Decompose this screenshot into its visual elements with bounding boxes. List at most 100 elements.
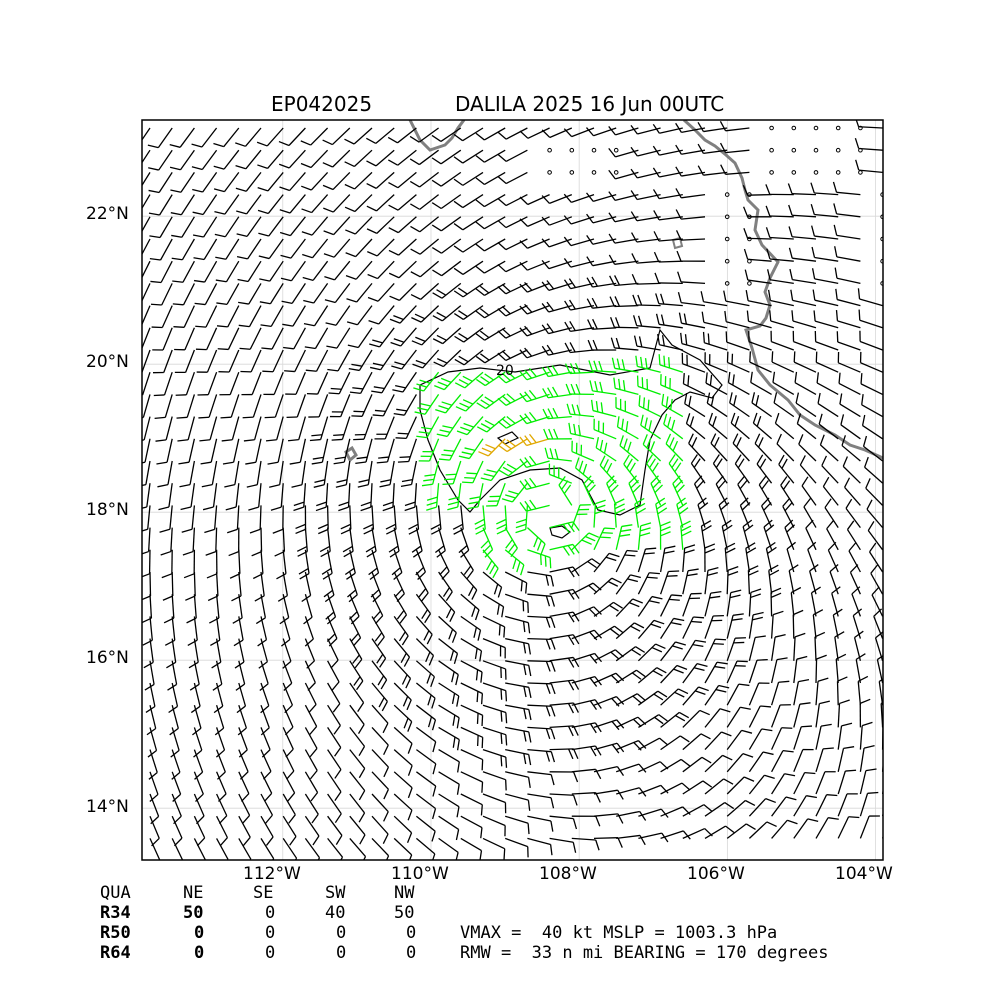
barb-staff [638,832,662,840]
barb-staff [815,817,829,839]
barb-feather [567,612,575,623]
barb-staff [815,748,824,772]
wind-barb [826,520,839,551]
wind-barb [433,349,462,368]
barb-staff [549,543,574,551]
wind-barb [615,693,646,706]
barb-feather [852,608,863,617]
barb-feather [476,426,488,433]
barb-staff [704,638,716,662]
barb-feather [545,617,551,628]
barb-staff [371,549,380,574]
barb-feather [691,437,698,448]
wind-barb [181,505,196,533]
barb-feather [335,835,343,845]
barb-feather [363,523,374,530]
barb-feather [147,144,159,149]
barb-feather [318,528,329,535]
barb-staff [571,629,595,640]
barb-feather [454,358,465,366]
wind-barb [497,327,528,339]
barb-feather [179,483,191,488]
barb-staff [482,793,506,804]
barb-feather [564,342,571,353]
wind-barb [765,541,777,573]
barb-staff [227,327,240,350]
wind-barb [593,601,623,617]
barb-staff [282,660,293,684]
wind-barb [815,817,839,839]
barb-staff [771,361,795,373]
calm-marker [813,147,819,153]
barb-feather [453,133,464,142]
barb-feather [497,263,507,273]
barb-feather [702,331,705,343]
barb-staff [399,305,417,324]
barb-staff [838,362,861,373]
barb-staff [793,726,802,750]
barb-feather [690,454,698,464]
barb-staff [376,194,395,212]
wind-barb [196,349,218,373]
barb-feather [719,142,727,153]
wind-barb [793,748,814,773]
barb-feather [656,502,667,510]
barb-feather [642,397,646,409]
barb-feather [619,435,624,446]
barb-feather [343,550,354,558]
calm-marker [569,147,575,153]
wind-barb [304,704,318,736]
barb-feather [611,577,622,584]
barb-feather [727,565,739,571]
barb-staff [355,238,373,258]
barb-feather [411,340,423,346]
wind-barb [393,815,413,843]
barb-feather [710,590,722,594]
barb-staff [260,616,268,640]
wind-barb [236,238,262,260]
barb-staff [571,193,595,203]
barb-feather [701,520,712,527]
barb-feather [652,167,660,178]
barb-staff [726,730,743,750]
barb-staff [365,438,373,463]
barb-feather [636,693,646,702]
wind-barb [280,260,306,282]
wind-barb [658,354,683,373]
barb-feather [486,469,498,474]
barb-feather [478,451,489,457]
barb-staff [379,327,395,348]
wind-barb [238,771,250,802]
barb-feather [595,437,600,448]
barb-feather [630,625,641,632]
barb-feather [676,484,685,494]
barb-feather [674,462,682,473]
barb-staff [206,349,218,373]
wind-barb [142,438,151,464]
barb-staff [615,550,628,573]
barb-feather [221,439,233,442]
barb-staff [837,703,841,728]
wind-barb [216,283,240,305]
barb-staff [795,402,817,418]
barb-feather [646,576,658,579]
wind-barb [214,216,240,238]
wind-barb [304,838,321,860]
barb-staff [549,702,574,706]
barb-feather [869,542,877,553]
barb-feather [812,289,816,301]
barb-feather [280,638,291,647]
barb-staff [592,304,617,309]
barb-feather [564,321,571,332]
barb-feather [544,447,549,459]
wind-barb [583,475,596,506]
barb-staff [724,548,728,573]
lat-tick-16: 16°N [86,648,129,668]
wind-barb [178,438,196,465]
barb-staff [356,305,373,326]
barb-staff [271,327,284,350]
wind-barb [609,275,639,287]
barb-feather [149,258,161,261]
barb-staff [615,407,639,418]
mainland-coast [682,120,883,460]
